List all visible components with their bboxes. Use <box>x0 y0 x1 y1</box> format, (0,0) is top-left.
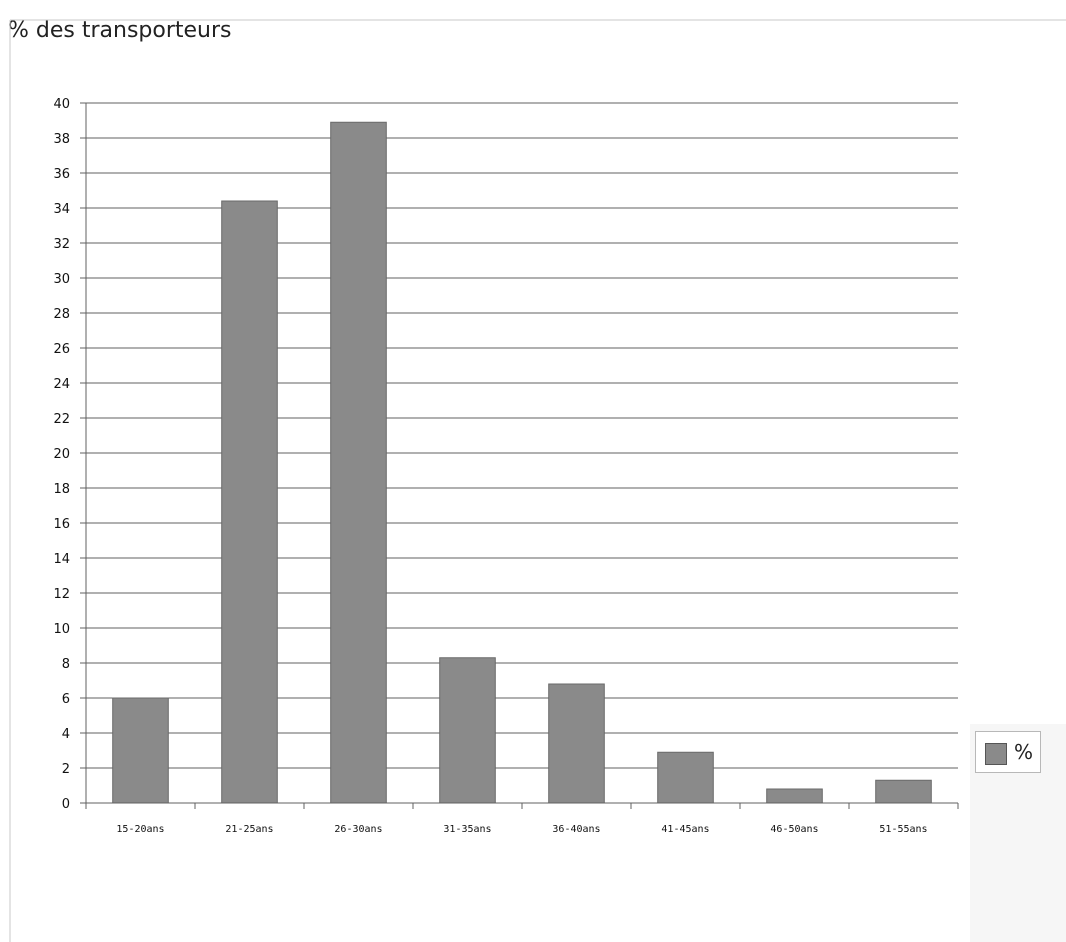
bar <box>875 779 932 804</box>
chart-title: % des transporteurs <box>8 18 232 43</box>
x-tick-label: 36-40ans <box>552 824 600 835</box>
y-tick-label: 28 <box>53 307 70 322</box>
bar <box>221 200 278 804</box>
y-tick-label: 12 <box>53 587 70 602</box>
legend-label: % <box>1014 740 1034 764</box>
legend-swatch <box>985 743 1007 765</box>
x-tick-label: 21-25ans <box>225 824 273 835</box>
y-tick-label: 4 <box>62 727 70 742</box>
gridlines <box>86 102 958 804</box>
y-tick-label: 16 <box>53 517 70 532</box>
y-tick-label: 22 <box>53 412 70 427</box>
y-tick-label: 14 <box>53 552 70 567</box>
y-tick-label: 24 <box>53 377 70 392</box>
bar <box>657 751 714 804</box>
legend: % <box>975 731 1041 773</box>
bar <box>548 683 605 804</box>
bar <box>766 788 823 804</box>
x-tick-label: 15-20ans <box>116 824 164 835</box>
bar <box>112 697 169 804</box>
y-tick-label: 36 <box>53 167 70 182</box>
x-axis: 15-20ans 21-25ans 26-30ans 31-35ans 36-40ans… <box>85 802 959 835</box>
bar <box>439 657 496 804</box>
x-tick-label: 46-50ans <box>770 824 818 835</box>
bars <box>112 121 932 804</box>
y-tick-label: 8 <box>62 657 70 672</box>
y-tick-label: 2 <box>62 762 70 777</box>
y-tick-label: 0 <box>62 797 70 812</box>
y-tick-label: 18 <box>53 482 70 497</box>
x-tick-label: 31-35ans <box>443 824 491 835</box>
frame-lines <box>9 19 1066 942</box>
y-tick-label: 30 <box>53 272 70 287</box>
y-tick-label: 40 <box>53 97 70 112</box>
y-tick-label: 20 <box>53 447 70 462</box>
y-tick-label: 10 <box>53 622 70 637</box>
y-tick-label: 38 <box>53 132 70 147</box>
y-tick-label: 34 <box>53 202 70 217</box>
y-tick-label: 32 <box>53 237 70 252</box>
x-tick-label: 26-30ans <box>334 824 382 835</box>
y-tick-label: 6 <box>62 692 70 707</box>
x-tick-label: 41-45ans <box>661 824 709 835</box>
x-tick-label: 51-55ans <box>879 824 927 835</box>
y-tick-label: 26 <box>53 342 70 357</box>
bar <box>330 121 387 804</box>
